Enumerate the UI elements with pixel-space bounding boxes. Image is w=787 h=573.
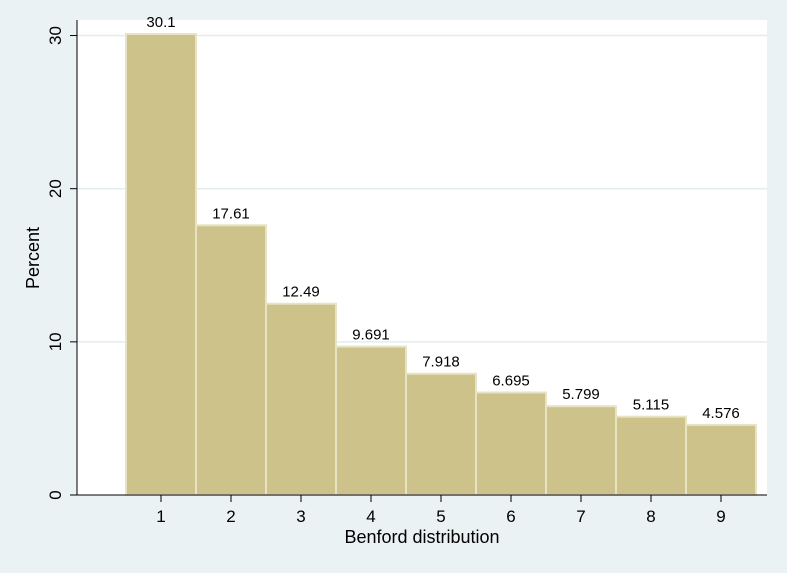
bar <box>335 345 407 496</box>
bar <box>125 33 197 496</box>
data-label: 5.799 <box>562 386 600 403</box>
data-label: 5.115 <box>633 397 669 414</box>
data-label: 12.49 <box>282 284 320 301</box>
x-tick-label: 8 <box>646 507 655 526</box>
y-tick-label: 30 <box>46 26 65 45</box>
data-label: 9.691 <box>352 327 390 344</box>
data-label: 17.61 <box>212 205 250 222</box>
x-tick-label: 7 <box>576 507 585 526</box>
x-tick-label: 4 <box>366 507 375 526</box>
x-tick-label: 5 <box>436 507 445 526</box>
y-axis-ticks: 0 10 20 30 <box>46 26 77 500</box>
bar <box>265 302 337 496</box>
y-tick-label: 0 <box>46 490 65 499</box>
bar <box>405 372 477 496</box>
data-labels: 30.1 17.61 12.49 9.691 7.918 6.695 5.799 5.115 4… <box>146 14 739 422</box>
bar <box>195 224 267 496</box>
x-tick-label: 9 <box>716 507 725 526</box>
y-axis-title: Percent <box>23 227 43 289</box>
x-axis-ticks: 1 2 3 4 5 6 7 8 9 <box>156 495 726 526</box>
x-tick-label: 1 <box>156 507 165 526</box>
bar <box>685 423 757 496</box>
bar <box>615 415 687 497</box>
x-tick-label: 2 <box>226 507 235 526</box>
bar <box>545 405 617 496</box>
y-tick-label: 20 <box>46 179 65 198</box>
bar <box>475 391 547 497</box>
x-tick-label: 3 <box>296 507 305 526</box>
y-tick-label: 10 <box>46 332 65 351</box>
bars <box>125 33 757 497</box>
data-label: 30.1 <box>146 14 175 31</box>
data-label: 4.576 <box>702 405 740 422</box>
data-label: 7.918 <box>422 354 460 371</box>
x-axis-title: Benford distribution <box>344 527 499 547</box>
x-tick-label: 6 <box>506 507 515 526</box>
data-label: 6.695 <box>492 372 530 389</box>
